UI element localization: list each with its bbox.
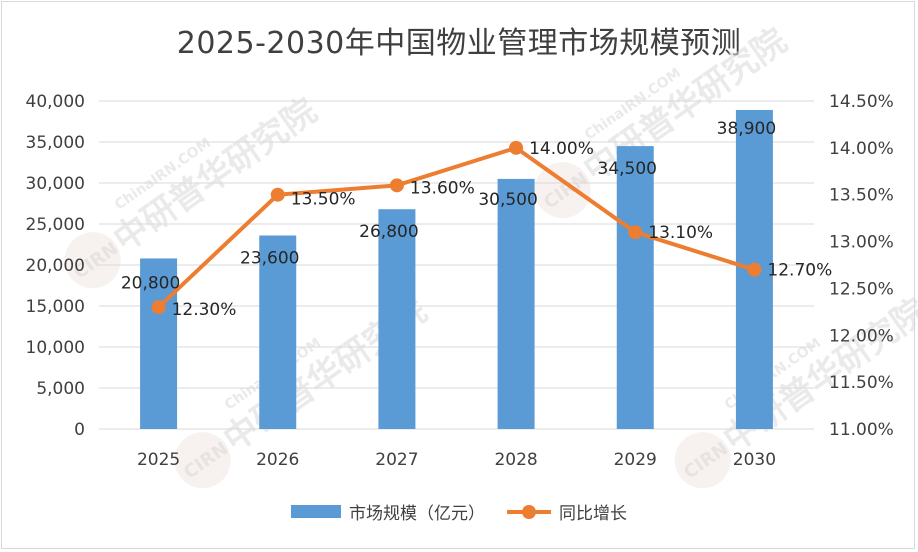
- legend-bar-swatch: [291, 505, 341, 518]
- line-point: [389, 178, 404, 193]
- chart-title: 2025-2030年中国物业管理市场规模预测: [176, 26, 742, 61]
- legend-item-line[interactable]: 同比增长: [507, 499, 627, 524]
- gridlines: [99, 100, 814, 430]
- watermark-logo-circle: [534, 162, 591, 219]
- growth-value-label: 13.60%: [410, 178, 475, 198]
- y-left-tick-label: 25,000: [26, 215, 85, 235]
- y-left-tick-label: 35,000: [26, 133, 85, 153]
- line-point: [747, 262, 762, 277]
- x-tick-label: 2026: [256, 450, 299, 470]
- bar-value-label: 30,500: [478, 190, 537, 210]
- bar: [616, 146, 654, 429]
- x-tick-label: 2027: [375, 450, 418, 470]
- y-right-tick-label: 14.50%: [829, 92, 894, 112]
- legend: 市场规模（亿元） 同比增长: [0, 499, 918, 524]
- legend-line-swatch: [507, 504, 551, 519]
- watermark-logo-circle: [174, 432, 231, 489]
- y-left-tick-label: 15,000: [26, 297, 85, 317]
- legend-bar-label: 市场规模（亿元）: [349, 504, 485, 524]
- watermark-logo-circle: [674, 432, 731, 489]
- y-right-tick-label: 14.00%: [829, 139, 894, 159]
- line-series: [151, 140, 762, 315]
- y-axis-right: 11.00% 11.50% 12.00% 12.50% 13.00% 13.50% 14.0…: [829, 92, 894, 440]
- bar: [140, 258, 178, 429]
- line-point: [628, 225, 643, 240]
- y-left-tick-label: 30,000: [26, 174, 85, 194]
- x-tick-label: 2025: [137, 450, 180, 470]
- bar-value-label: 23,600: [240, 248, 299, 268]
- x-tick-label: 2030: [733, 450, 776, 470]
- legend-item-bar[interactable]: 市场规模（亿元）: [291, 499, 485, 524]
- y-left-tick-label: 20,000: [26, 256, 85, 276]
- y-right-tick-label: 11.50%: [829, 373, 894, 393]
- y-right-tick-label: 13.00%: [829, 233, 894, 253]
- bar-value-label: 20,800: [121, 273, 180, 293]
- bar: [259, 235, 297, 429]
- y-left-tick-label: 40,000: [26, 92, 85, 112]
- watermark-brand-text: 中研普华研究院: [106, 91, 324, 260]
- growth-line: [157, 145, 756, 309]
- x-tick-label: 2029: [614, 450, 657, 470]
- legend-line-label: 同比增长: [559, 504, 627, 524]
- line-point: [151, 300, 166, 315]
- growth-value-label: 12.30%: [172, 300, 237, 320]
- y-left-tick-label: 10,000: [26, 338, 85, 358]
- growth-value-label: 13.50%: [291, 190, 356, 210]
- growth-value-label: 14.00%: [529, 139, 594, 159]
- y-axis-left: 0 5,000 10,000 15,000 20,000 25,000 30,000 35,0…: [26, 92, 85, 440]
- x-tick-label: 2028: [494, 450, 537, 470]
- y-right-tick-label: 11.00%: [829, 420, 894, 440]
- growth-value-label: 13.10%: [648, 223, 713, 243]
- y-right-tick-label: 12.00%: [829, 326, 894, 346]
- bar-value-label: 38,900: [717, 119, 776, 139]
- y-right-tick-label: 13.50%: [829, 186, 894, 206]
- bar-value-label: 26,800: [359, 222, 418, 242]
- bar-series: [140, 110, 773, 430]
- x-axis: 2025 2026 2027 2028 2029 2030: [137, 450, 776, 470]
- y-left-tick-label: 0: [74, 420, 85, 440]
- bar-value-label: 34,500: [598, 159, 657, 179]
- watermark-logo-circle: [64, 232, 121, 289]
- line-point: [509, 140, 524, 155]
- growth-value-label: 12.70%: [767, 261, 832, 281]
- line-point: [270, 187, 285, 202]
- y-right-tick-label: 12.50%: [829, 279, 894, 299]
- bar: [497, 178, 535, 429]
- bar: [378, 209, 416, 429]
- data-labels: 20,800 23,600 26,800 30,500 34,500 38,900 12.3…: [121, 119, 832, 320]
- y-left-tick-label: 5,000: [36, 379, 85, 399]
